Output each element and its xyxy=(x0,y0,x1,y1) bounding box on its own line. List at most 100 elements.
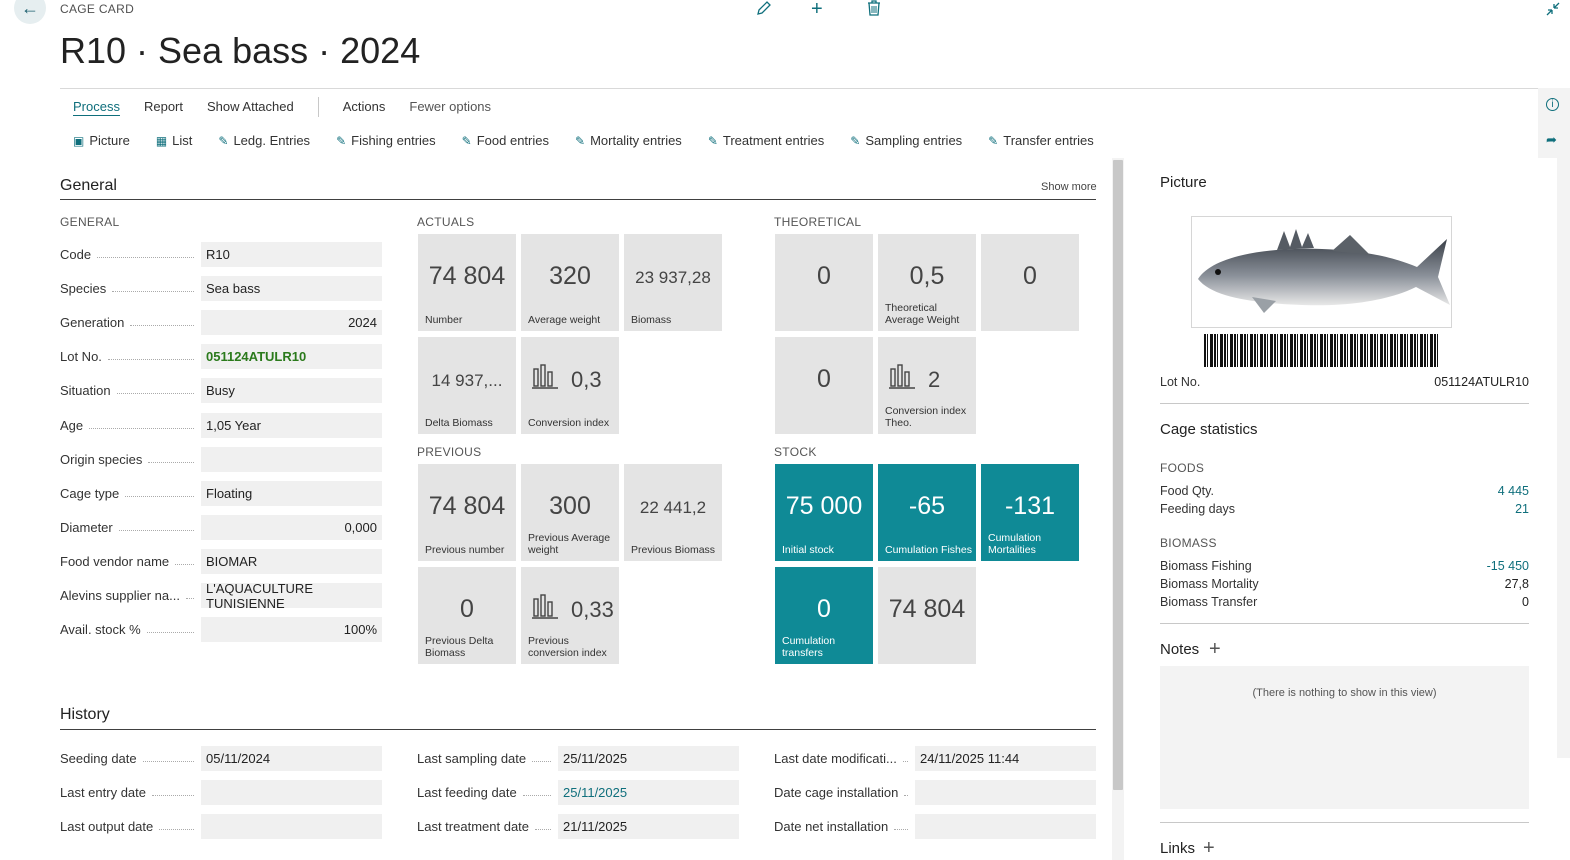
edit-icon[interactable] xyxy=(756,0,772,21)
alevins-supplier-na-field[interactable]: L'AQUACULTURE TUNISIENNE xyxy=(201,581,382,611)
page-caption: CAGE CARD xyxy=(60,2,135,16)
last-sampling-date-field[interactable]: 25/11/2025 xyxy=(558,746,739,771)
avail-stock-field[interactable]: 100% xyxy=(201,617,382,643)
tile-previous-2[interactable]: 22 441,2 Previous Biomass xyxy=(624,464,722,561)
delete-icon[interactable] xyxy=(867,0,881,21)
last-output-date-field[interactable] xyxy=(201,814,382,839)
tile-theoretical-4[interactable]: 2 Conversion index Theo. xyxy=(878,337,976,434)
tile-value: 74 804 xyxy=(428,262,506,290)
fish-picture[interactable] xyxy=(1191,216,1452,328)
back-button[interactable]: ← xyxy=(14,0,46,24)
tile-previous-1[interactable]: 300 Previous Average weight xyxy=(521,464,619,561)
tile-theoretical-0[interactable]: 0 xyxy=(775,234,873,331)
tile-stock-1[interactable]: -65 Cumulation Fishes xyxy=(878,464,976,561)
tool-mortality-entries[interactable]: ✎ Mortality entries xyxy=(575,133,682,148)
tool-ledger-entries[interactable]: ✎ Ledg. Entries xyxy=(218,133,311,148)
cage-type-field[interactable]: Floating xyxy=(201,480,382,506)
tile-actuals-3[interactable]: 14 937,... Delta Biomass xyxy=(418,337,516,434)
tile-previous-3[interactable]: 0 Previous Delta Biomass xyxy=(418,567,516,664)
tile-label: Previous conversion index xyxy=(528,635,607,659)
biomass-mortality-row: Biomass Mortality 27,8 xyxy=(1160,577,1529,591)
situation-field[interactable]: Busy xyxy=(201,378,382,404)
tile-label: Theoretical Average Weight xyxy=(885,302,960,326)
tile-theoretical-3[interactable]: 0 xyxy=(775,337,873,434)
tile-actuals-1[interactable]: 320 Average weight xyxy=(521,234,619,331)
tile-value: 0,5 xyxy=(909,262,945,290)
last-entry-date-field[interactable] xyxy=(201,780,382,805)
lot-no-field[interactable]: 051124ATULR10 xyxy=(201,344,382,370)
picture-title: Picture xyxy=(1160,174,1207,191)
group-actuals-label: ACTUALS xyxy=(417,215,475,229)
add-icon[interactable]: + xyxy=(811,0,823,20)
tool-transfer-entries[interactable]: ✎ Transfer entries xyxy=(988,133,1094,148)
code-label: Code xyxy=(60,247,200,262)
tool-picture[interactable]: ▣ Picture xyxy=(73,133,130,148)
date-net-installation-field[interactable] xyxy=(915,814,1096,839)
tool-food-entries[interactable]: ✎ Food entries xyxy=(461,133,549,148)
main-scrollbar[interactable] xyxy=(1112,158,1124,860)
tile-stock-3[interactable]: 0 Cumulation transfers xyxy=(775,567,873,664)
age-field[interactable]: 1,05 Year xyxy=(201,412,382,438)
tile-actuals-0[interactable]: 74 804 Number xyxy=(418,234,516,331)
biomass-fishing-link[interactable]: -15 450 xyxy=(1486,559,1529,573)
feeding-days-link[interactable]: 21 xyxy=(1515,502,1529,516)
tile-actuals-4[interactable]: 0,3 Conversion index xyxy=(521,337,619,434)
tile-stock-2[interactable]: -131 Cumulation Mortalities xyxy=(981,464,1079,561)
tool-list[interactable]: ▦ List xyxy=(155,133,193,148)
menu-process[interactable]: Process xyxy=(73,99,120,114)
info-icon[interactable]: i xyxy=(1546,98,1559,111)
show-more-link[interactable]: Show more xyxy=(1041,181,1097,193)
date-cage-installation-field[interactable] xyxy=(915,780,1096,805)
add-note-icon[interactable]: + xyxy=(1209,638,1221,660)
tile-theoretical-2[interactable]: 0 xyxy=(981,234,1079,331)
general-section-title[interactable]: General xyxy=(60,177,117,194)
tile-previous-0[interactable]: 74 804 Previous number xyxy=(418,464,516,561)
last-date-modificati-field[interactable]: 24/11/2025 11:44 xyxy=(915,746,1096,771)
tile-actuals-2[interactable]: 23 937,28 Biomass xyxy=(624,234,722,331)
tile-theoretical-1[interactable]: 0,5 Theoretical Average Weight xyxy=(878,234,976,331)
sea-bass-image xyxy=(1198,229,1450,313)
menu-actions[interactable]: Actions xyxy=(342,99,386,114)
factbox-scrollbar[interactable] xyxy=(1557,158,1570,758)
edit-list-icon: ✎ xyxy=(707,133,718,148)
group-stock-label: STOCK xyxy=(774,445,817,459)
origin-species-field[interactable] xyxy=(201,446,382,472)
pin-icon[interactable]: ➦ xyxy=(1546,132,1557,147)
last-treatment-date-label: Last treatment date xyxy=(417,819,557,834)
menu-fewer-options[interactable]: Fewer options xyxy=(409,99,492,114)
tool-fishing-entries[interactable]: ✎ Fishing entries xyxy=(336,133,436,148)
feeding-days-row: Feeding days 21 xyxy=(1160,502,1529,516)
tool-treatment-entries[interactable]: ✎ Treatment entries xyxy=(707,133,825,148)
tile-label: Previous number xyxy=(425,544,505,556)
cage-type-label: Cage type xyxy=(60,486,200,501)
history-section-title[interactable]: History xyxy=(60,706,110,723)
last-treatment-date-field[interactable]: 21/11/2025 xyxy=(558,814,739,839)
toolbar: ▣ Picture ▦ List ✎ Ledg. Entries ✎ Fishing e… xyxy=(73,133,1120,148)
menu-report[interactable]: Report xyxy=(143,99,183,114)
last-feeding-date-field[interactable]: 25/11/2025 xyxy=(558,780,739,805)
tile-previous-4[interactable]: 0,33 Previous conversion index xyxy=(521,567,619,664)
species-field[interactable]: Sea bass xyxy=(201,276,382,302)
menu-show-attached[interactable]: Show Attached xyxy=(207,99,294,114)
diameter-field[interactable]: 0,000 xyxy=(201,514,382,540)
tile-value: -65 xyxy=(908,492,946,520)
tile-stock-0[interactable]: 75 000 Initial stock xyxy=(775,464,873,561)
picture-icon: ▣ xyxy=(73,133,85,148)
last-date-modificati-label: Last date modificati... xyxy=(774,751,914,766)
age-label: Age xyxy=(60,418,200,433)
group-previous-label: PREVIOUS xyxy=(417,445,482,459)
barcode-image xyxy=(1204,334,1439,367)
seeding-date-field[interactable]: 05/11/2024 xyxy=(201,746,382,771)
lot-no-row: Lot No. 051124ATULR10 xyxy=(1160,375,1529,389)
tile-value: 0 xyxy=(460,595,474,623)
generation-field[interactable]: 2024 xyxy=(201,310,382,336)
tile-stock-4[interactable]: 74 804 xyxy=(878,567,976,664)
collapse-icon[interactable] xyxy=(1546,2,1560,21)
tool-sampling-entries[interactable]: ✎ Sampling entries xyxy=(850,133,963,148)
tile-label: Conversion index xyxy=(528,417,610,429)
edit-list-icon: ✎ xyxy=(988,133,999,148)
food-vendor-name-field[interactable]: BIOMAR xyxy=(201,548,382,574)
food-qty-link[interactable]: 4 445 xyxy=(1497,484,1529,498)
code-field[interactable]: R10 xyxy=(201,242,382,267)
add-link-icon[interactable]: + xyxy=(1203,837,1215,859)
